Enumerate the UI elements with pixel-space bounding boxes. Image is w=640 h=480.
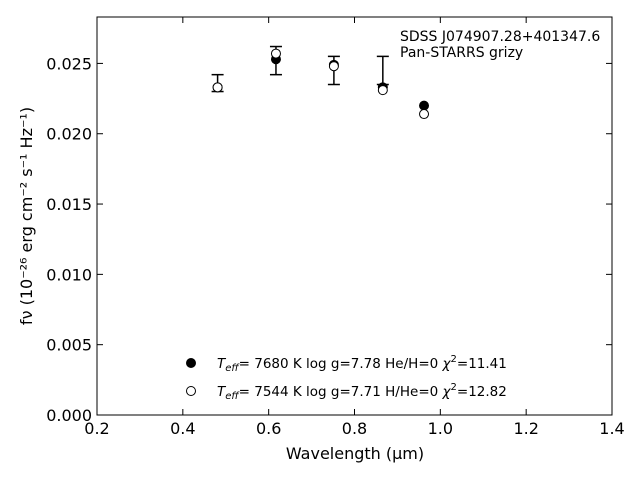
legend-marker-open xyxy=(186,386,196,396)
open-model-point xyxy=(328,61,339,72)
observed-errorbars xyxy=(211,45,389,93)
y-tick-label: 0.000 xyxy=(46,406,92,425)
open-model-point xyxy=(419,109,430,120)
y-tick-label: 0.025 xyxy=(46,54,92,73)
x-tick-label: 1.2 xyxy=(513,419,538,438)
legend-marker-filled xyxy=(186,358,196,368)
x-axis-title: Wavelength (μm) xyxy=(286,444,424,463)
y-tick-label: 0.010 xyxy=(46,265,92,284)
annotation-line-1: SDSS J074907.28+401347.6 xyxy=(400,29,600,45)
x-tick-label: 1.4 xyxy=(599,419,624,438)
x-tick-label: 0.8 xyxy=(342,419,367,438)
y-axis-ticks: 0.000 0.005 0.010 0.015 0.020 0.025 xyxy=(46,54,612,425)
x-tick-label: 0.2 xyxy=(84,419,109,438)
open-model-point xyxy=(270,48,281,59)
y-tick-label: 0.015 xyxy=(46,195,92,214)
x-tick-label: 0.4 xyxy=(170,419,195,438)
legend: Teff= 7680 K log g=7.78 He/H=0 χ2=11.41 … xyxy=(186,354,507,402)
open-model-point xyxy=(377,85,388,96)
y-axis-title: fν (10⁻²⁶ erg cm⁻² s⁻¹ Hz⁻¹) xyxy=(17,107,36,325)
y-tick-label: 0.020 xyxy=(46,125,92,144)
y-tick-label: 0.005 xyxy=(46,336,92,355)
x-tick-label: 0.6 xyxy=(256,419,281,438)
filled-model-point xyxy=(419,100,430,111)
annotation-line-2: Pan-STARRS grizy xyxy=(400,45,523,61)
legend-entry-2: Teff= 7544 K log g=7.71 H/He=0 χ2=12.82 xyxy=(217,382,507,402)
open-model-point xyxy=(212,82,223,93)
x-tick-label: 1.0 xyxy=(428,419,453,438)
x-axis-ticks: 0.2 0.4 0.6 0.8 1.0 1.2 1.4 xyxy=(84,17,625,438)
model-markers xyxy=(212,48,430,120)
legend-entry-1: Teff= 7680 K log g=7.78 He/H=0 χ2=11.41 xyxy=(217,354,507,374)
